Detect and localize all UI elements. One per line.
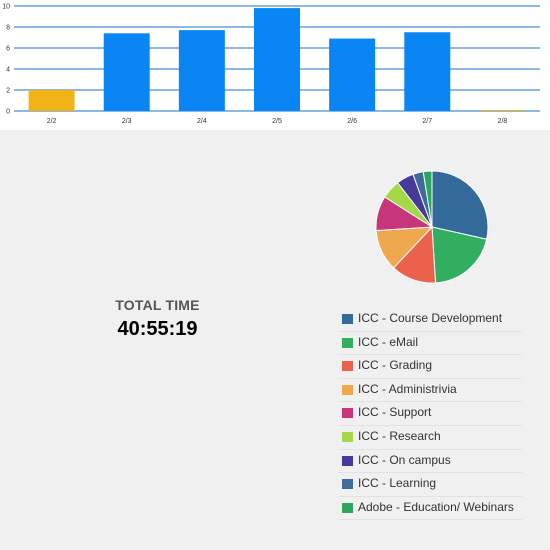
legend-swatch bbox=[342, 502, 353, 513]
pie-slice-8[interactable] bbox=[422, 170, 433, 228]
bar-2-3[interactable] bbox=[103, 33, 150, 111]
pie-slice-1[interactable] bbox=[431, 226, 488, 284]
bar-2-2[interactable] bbox=[28, 90, 75, 111]
category-pie-chart bbox=[375, 170, 489, 284]
y-tick-label: 2 bbox=[6, 88, 10, 95]
legend-item[interactable]: ICC - Learning bbox=[338, 473, 522, 497]
x-tick-label: 2/4 bbox=[197, 118, 207, 125]
x-tick-label: 2/3 bbox=[122, 118, 132, 125]
y-tick-label: 6 bbox=[6, 46, 10, 53]
legend-swatch bbox=[342, 408, 353, 419]
bar-2-8[interactable] bbox=[479, 110, 526, 111]
legend-label: ICC - Course Development bbox=[358, 311, 503, 325]
legend-label: ICC - Grading bbox=[358, 358, 433, 373]
legend-label: ICC - eMail bbox=[358, 334, 419, 349]
bar-2-6[interactable] bbox=[329, 38, 376, 111]
legend-swatch bbox=[342, 361, 353, 372]
x-tick-label: 2/7 bbox=[422, 118, 432, 125]
bar-2-4[interactable] bbox=[178, 30, 225, 111]
bar-2-7[interactable] bbox=[404, 32, 451, 111]
x-tick-label: 2/8 bbox=[498, 118, 508, 125]
legend-item[interactable]: ICC - Support bbox=[338, 402, 522, 426]
legend-swatch bbox=[342, 337, 353, 348]
x-tick-label: 2/5 bbox=[272, 118, 282, 125]
legend-item[interactable]: ICC - eMail bbox=[338, 332, 522, 356]
legend-label: ICC - Administrivia bbox=[358, 381, 457, 396]
daily-bar-chart: 0 2 4 6 8 10 2/2 2/3 2/4 2/5 2/6 2/7 2/8 bbox=[2, 4, 540, 125]
legend-swatch bbox=[342, 479, 353, 490]
legend-label: ICC - Support bbox=[358, 405, 432, 420]
legend-swatch bbox=[342, 431, 353, 442]
legend-swatch bbox=[342, 455, 353, 466]
pie-legend: ICC - Course Development ICC - eMail ICC -… bbox=[338, 308, 522, 521]
x-tick-label: 2/6 bbox=[347, 118, 357, 125]
legend-item[interactable]: ICC - Research bbox=[338, 426, 522, 450]
bar-chart-panel: 0 2 4 6 8 10 2/2 2/3 2/4 2/5 2/6 2/7 2/8 bbox=[0, 0, 550, 130]
x-tick-label: 2/2 bbox=[47, 118, 57, 125]
y-tick-label: 10 bbox=[2, 4, 10, 11]
total-time-value: 40:55:19 bbox=[117, 318, 198, 340]
pie-slice-0[interactable] bbox=[431, 170, 489, 240]
legend-swatch bbox=[342, 314, 353, 324]
legend-label: Adobe - Education/ Webinars bbox=[358, 499, 514, 514]
legend-item[interactable]: Adobe - Education/ Webinars bbox=[338, 497, 522, 521]
bar-2-5[interactable] bbox=[254, 8, 300, 112]
legend-swatch bbox=[342, 384, 353, 395]
legend-item[interactable]: ICC - On campus bbox=[338, 450, 522, 474]
legend-item[interactable]: ICC - Administrivia bbox=[338, 379, 522, 403]
y-tick-label: 0 bbox=[6, 109, 10, 116]
legend-label: ICC - On campus bbox=[358, 452, 451, 467]
legend-label: ICC - Research bbox=[358, 428, 441, 443]
legend-item[interactable]: ICC - Course Development bbox=[338, 308, 522, 332]
legend-item[interactable]: ICC - Grading bbox=[338, 355, 522, 379]
y-tick-label: 4 bbox=[6, 67, 10, 74]
total-time-label: TOTAL TIME bbox=[115, 297, 200, 313]
legend-label: ICC - Learning bbox=[358, 476, 437, 491]
total-time-block: TOTAL TIME 40:55:19 bbox=[90, 297, 225, 341]
y-tick-label: 8 bbox=[6, 25, 10, 32]
